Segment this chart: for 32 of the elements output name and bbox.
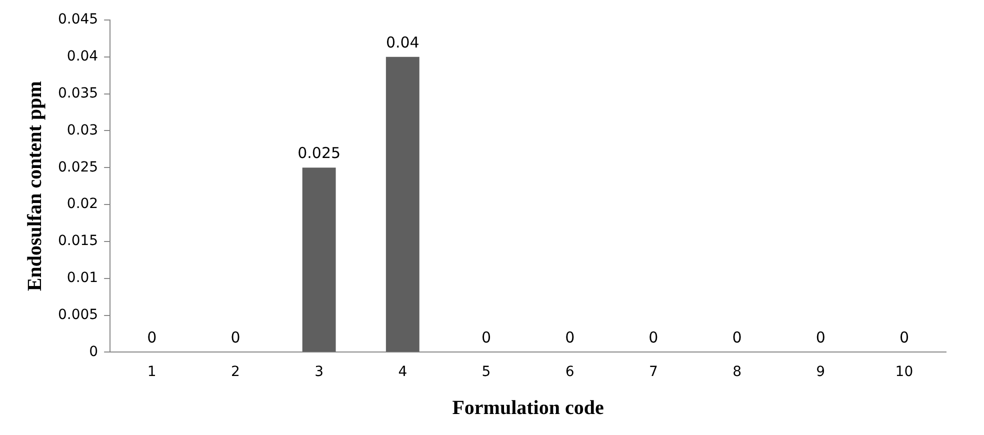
x-tick-label: 8 <box>732 364 742 380</box>
x-tick-label: 5 <box>482 364 491 380</box>
data-label: 0.025 <box>298 144 341 162</box>
data-label: 0 <box>648 328 658 347</box>
data-label: 0 <box>899 328 909 347</box>
y-tick-label: 0.03 <box>66 122 98 138</box>
y-tick-label: 0 <box>89 344 98 360</box>
x-tick-label: 4 <box>398 364 408 380</box>
data-label: 0 <box>481 328 492 347</box>
data-label: 0 <box>732 328 742 347</box>
data-label: 0 <box>816 328 826 347</box>
x-tick-label: 9 <box>816 364 826 380</box>
y-tick-label: 0.035 <box>58 85 98 102</box>
y-axis-title: Endosulfan content ppm <box>24 80 46 292</box>
y-tick-label: 0.01 <box>66 270 98 286</box>
data-label: 0 <box>230 328 240 347</box>
x-tick-label: 2 <box>231 364 240 380</box>
y-tick-label: 0.045 <box>58 12 98 28</box>
y-tick-label: 0.005 <box>58 306 98 323</box>
x-tick-label: 10 <box>895 364 914 380</box>
data-label: 0.04 <box>386 33 420 52</box>
data-label: 0 <box>565 328 575 347</box>
x-tick-label: 6 <box>565 364 574 380</box>
y-tick-label: 0.02 <box>66 196 98 212</box>
x-tick-label: 7 <box>648 364 658 380</box>
y-tick-label: 0.04 <box>66 48 98 65</box>
x-tick-label: 1 <box>147 364 156 380</box>
y-tick-label: 0.025 <box>58 159 98 176</box>
y-tick-label: 0.015 <box>58 233 98 250</box>
x-tick-label: 3 <box>314 364 324 380</box>
data-label: 0 <box>147 328 157 347</box>
x-axis-title: Formulation code <box>452 397 604 420</box>
